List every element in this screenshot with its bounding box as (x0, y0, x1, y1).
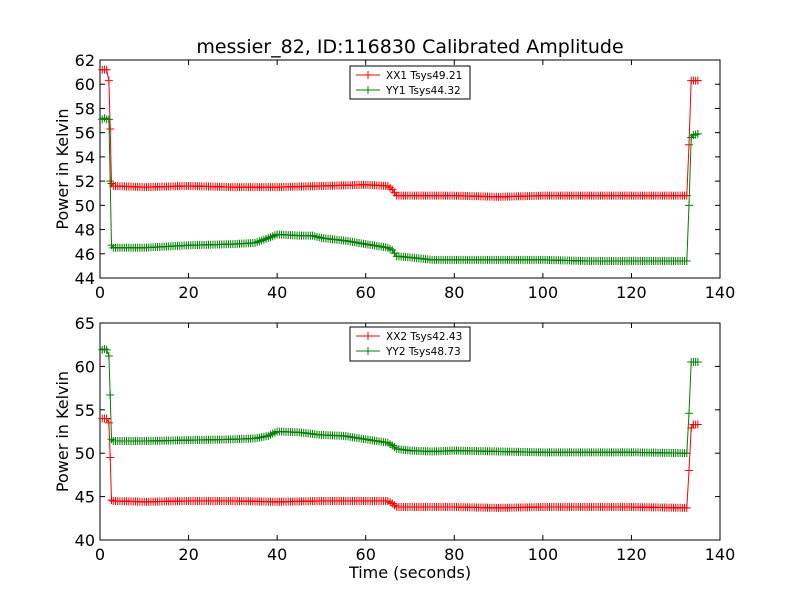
series-xx2 (98, 414, 702, 512)
data-point-marker (682, 257, 691, 266)
y-tick-label: 46 (75, 245, 95, 264)
series-xx1 (98, 65, 702, 201)
legend-box (349, 326, 471, 362)
y-tick-label: 56 (75, 124, 95, 143)
chart-panel-2: 0 20 40 60 80 100 120 140 40 45 50 55 60 65 Power in K… (53, 314, 735, 582)
data-point-marker (682, 449, 691, 458)
data-point-marker (685, 409, 693, 418)
data-point-marker (102, 414, 111, 423)
x-tick-label: 100 (528, 283, 559, 302)
x-tick-label: 140 (705, 283, 736, 302)
data-point-marker (693, 420, 702, 429)
y-tick-label: 60 (75, 75, 95, 94)
data-point-marker (104, 351, 113, 360)
x-tick-label: 120 (616, 545, 647, 564)
x-tick-label: 20 (178, 545, 198, 564)
y-tick-label: 60 (75, 357, 95, 376)
data-point-marker (685, 466, 693, 475)
x-tick-label: 0 (95, 545, 105, 564)
legend-marker (364, 347, 372, 355)
data-point-marker (106, 453, 115, 462)
legend-label: YY1 Tsys44.32 (385, 85, 461, 97)
y-tick-label: 45 (75, 488, 95, 507)
x-tick-label: 0 (95, 283, 105, 302)
x-tick-label: 60 (356, 283, 376, 302)
y-tick-label: 65 (75, 314, 95, 333)
legend: XX1 Tsys49.21 YY1 Tsys44.32 (349, 65, 471, 100)
data-point-marker (693, 129, 702, 138)
y-axis-label: Power in Kelvin (53, 371, 72, 492)
data-point-marker (106, 177, 115, 186)
x-tick-label: 40 (267, 545, 287, 564)
legend-marker (364, 71, 372, 79)
data-point-marker (685, 201, 693, 210)
data-point-marker (106, 391, 115, 400)
legend: XX2 Tsys42.43 YY2 Tsys48.73 (349, 326, 471, 362)
data-point-marker (104, 115, 113, 124)
data-point-marker (682, 503, 691, 512)
x-axis-label: Time (seconds) (348, 563, 471, 582)
data-point-marker (685, 140, 693, 149)
y-tick-label: 54 (75, 148, 95, 167)
y-axis-label: Power in Kelvin (53, 108, 72, 229)
x-tick-label: 20 (178, 283, 198, 302)
legend-label: XX2 Tsys42.43 (386, 331, 462, 343)
legend-label: XX1 Tsys49.21 (386, 70, 462, 82)
legend-marker (364, 86, 372, 94)
legend-marker (364, 332, 372, 340)
data-point-marker (107, 496, 116, 505)
y-tick-label: 55 (75, 401, 95, 420)
y-tick-label: 52 (75, 172, 95, 191)
y-tick-label: 44 (75, 269, 95, 288)
y-tick-label: 40 (75, 531, 95, 550)
y-tick-label: 50 (75, 196, 95, 215)
series-yy2 (98, 345, 702, 458)
data-point-marker (106, 125, 115, 134)
chart-title: messier_82, ID:116830 Calibrated Amplitu… (196, 36, 623, 58)
chart-panel-1: 0 20 40 60 80 100 120 140 44 46 48 50 52 54 56 58 60 62 me… (53, 36, 735, 302)
x-tick-label: 140 (705, 545, 736, 564)
x-tick-label: 100 (528, 545, 559, 564)
x-tick-label: 80 (444, 545, 464, 564)
data-point-marker (104, 418, 113, 427)
y-tick-label: 62 (75, 51, 95, 70)
data-point-marker (693, 76, 702, 85)
data-point-marker (107, 435, 116, 444)
x-tick-label: 80 (444, 283, 464, 302)
data-point-marker (693, 358, 702, 367)
x-tick-label: 60 (356, 545, 376, 564)
series-yy1 (98, 114, 702, 266)
data-point-marker (102, 345, 111, 354)
data-point-marker (102, 65, 111, 74)
data-point-marker (104, 76, 113, 85)
x-tick-label: 40 (267, 283, 287, 302)
y-tick-label: 48 (75, 221, 95, 240)
x-tick-label: 120 (616, 283, 647, 302)
legend-label: YY2 Tsys48.73 (385, 346, 461, 358)
y-tick-label: 58 (75, 99, 95, 118)
legend-box (349, 65, 471, 100)
y-tick-label: 50 (75, 444, 95, 463)
